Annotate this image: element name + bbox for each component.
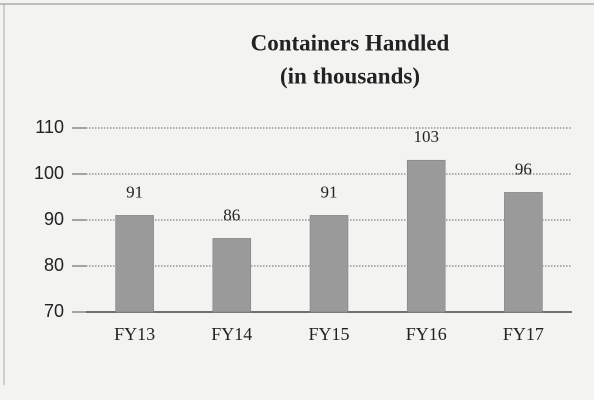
x-tick-label: FY14 bbox=[211, 324, 252, 344]
x-tick-label: FY17 bbox=[503, 324, 544, 344]
data-label: 96 bbox=[515, 159, 532, 178]
chart-subtitle: (in thousands) bbox=[280, 63, 420, 88]
y-tick-label: 110 bbox=[35, 117, 64, 137]
y-tick-label: 80 bbox=[44, 255, 64, 275]
bar bbox=[504, 192, 543, 313]
x-tick-label: FY13 bbox=[114, 324, 155, 344]
data-label: 103 bbox=[413, 127, 439, 146]
data-label: 91 bbox=[126, 182, 143, 201]
y-tick-label: 90 bbox=[44, 209, 64, 229]
chart-title: Containers Handled bbox=[251, 30, 450, 55]
bar bbox=[406, 159, 446, 313]
x-tick-label: FY16 bbox=[406, 324, 447, 344]
bar bbox=[309, 215, 349, 313]
bar bbox=[115, 215, 154, 313]
data-label: 91 bbox=[321, 182, 338, 201]
bar bbox=[212, 238, 252, 313]
x-tick-label: FY15 bbox=[308, 324, 349, 344]
y-tick-label: 100 bbox=[34, 163, 64, 183]
y-tick-label: 70 bbox=[44, 301, 64, 321]
data-label: 86 bbox=[223, 205, 240, 224]
